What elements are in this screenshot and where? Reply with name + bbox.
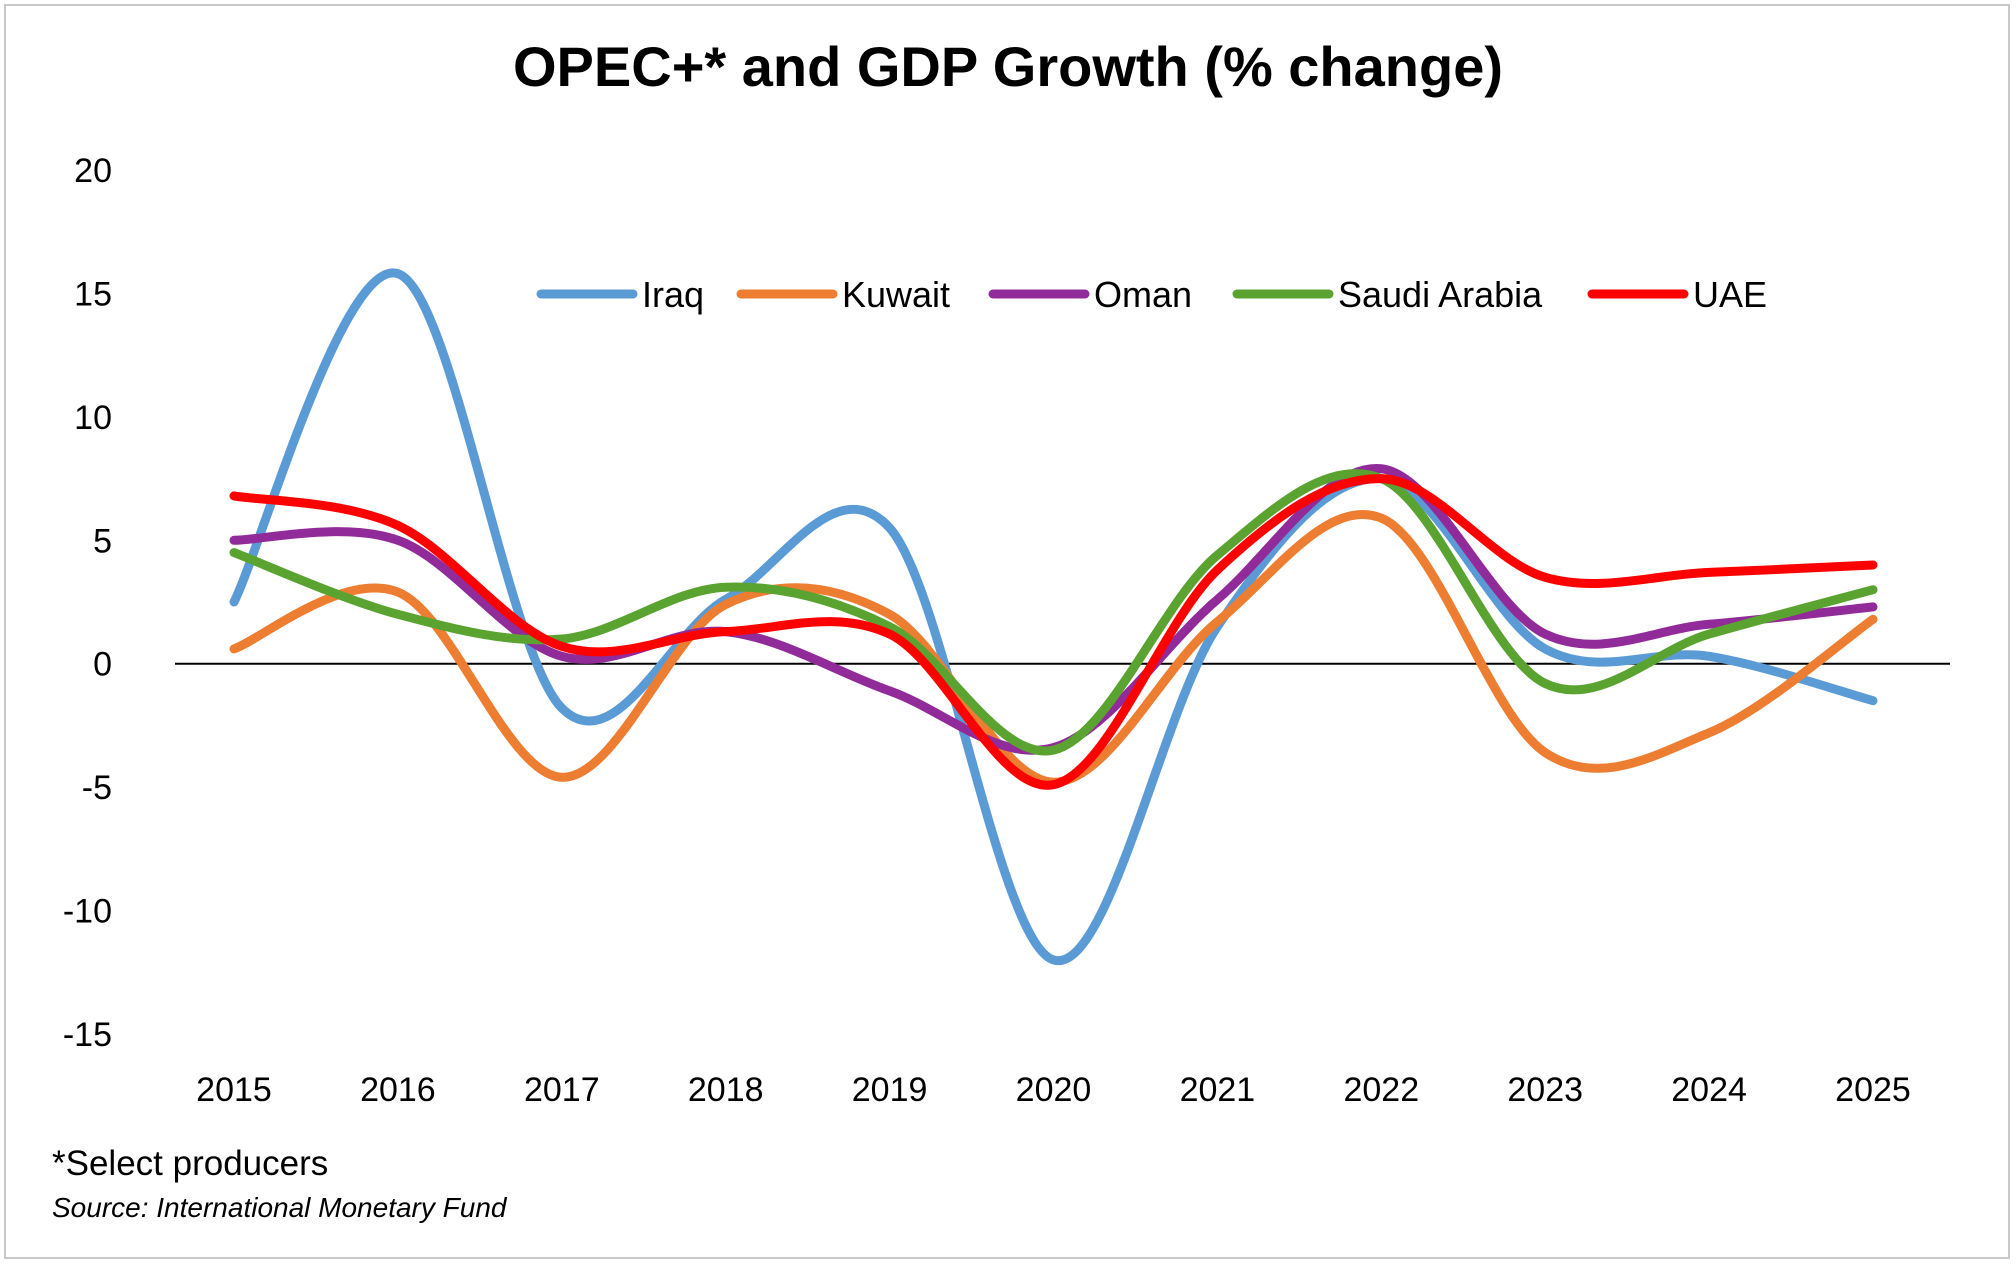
y-tick-label: 5 bbox=[93, 522, 112, 560]
series-line-uae bbox=[229, 474, 1878, 790]
x-tick-label: 2015 bbox=[196, 1071, 272, 1109]
series-lines bbox=[229, 268, 1878, 965]
y-tick-label: 10 bbox=[74, 399, 112, 437]
source-note: Source: International Monetary Fund bbox=[52, 1192, 508, 1223]
series-line-iraq bbox=[229, 268, 1878, 965]
series-line-saudi-arabia bbox=[229, 469, 1878, 756]
x-tick-label: 2023 bbox=[1507, 1071, 1583, 1109]
y-axis-labels: 20 15 10 5 0 -5 -10 -15 bbox=[63, 152, 112, 1054]
x-tick-label: 2025 bbox=[1835, 1071, 1911, 1109]
y-tick-label: -15 bbox=[63, 1016, 112, 1054]
x-tick-label: 2016 bbox=[360, 1071, 436, 1109]
x-tick-label: 2021 bbox=[1180, 1071, 1256, 1109]
legend-label-oman: Oman bbox=[1094, 274, 1192, 315]
series-line-oman bbox=[229, 464, 1878, 755]
x-axis-labels: 2015 2016 2017 2018 2019 2020 2021 2022 2023 2024… bbox=[196, 1071, 1911, 1109]
y-tick-label: 20 bbox=[74, 152, 112, 190]
x-tick-label: 2020 bbox=[1016, 1071, 1092, 1109]
x-tick-label: 2022 bbox=[1343, 1071, 1419, 1109]
x-tick-label: 2019 bbox=[852, 1071, 928, 1109]
legend-label-saudi-arabia: Saudi Arabia bbox=[1338, 274, 1543, 315]
legend: Iraq Kuwait Oman Saudi Arabia UAE bbox=[536, 274, 1767, 315]
x-tick-label: 2018 bbox=[688, 1071, 764, 1109]
y-tick-label: 15 bbox=[74, 275, 112, 313]
footnote: *Select producers bbox=[52, 1144, 328, 1183]
y-tick-label: -10 bbox=[63, 893, 112, 931]
y-tick-label: 0 bbox=[93, 646, 112, 684]
chart-title: OPEC+* and GDP Growth (% change) bbox=[513, 35, 1503, 98]
legend-label-iraq: Iraq bbox=[642, 274, 704, 315]
y-tick-label: -5 bbox=[82, 769, 112, 807]
legend-label-uae: UAE bbox=[1693, 274, 1767, 315]
legend-label-kuwait: Kuwait bbox=[842, 274, 950, 315]
x-tick-label: 2024 bbox=[1671, 1071, 1747, 1109]
x-tick-label: 2017 bbox=[524, 1071, 600, 1109]
series-line-kuwait bbox=[229, 509, 1878, 787]
